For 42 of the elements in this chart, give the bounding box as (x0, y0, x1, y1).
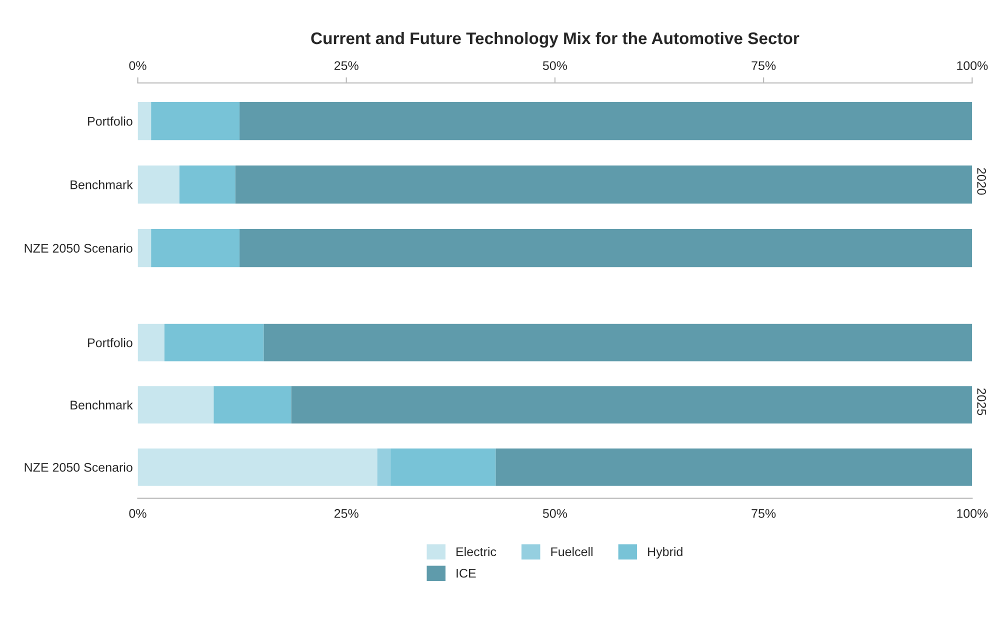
bar (138, 324, 164, 362)
x-tick-label: 100% (957, 509, 988, 518)
bar (179, 165, 236, 204)
legend-label: Hybrid (648, 547, 682, 559)
x-tick-label: 50% (542, 61, 568, 70)
bar (496, 448, 972, 486)
bar (214, 386, 292, 424)
x-tick-label: 25% (334, 509, 358, 518)
x-tick-label: 0% (129, 61, 146, 70)
bar (151, 102, 240, 140)
bar (138, 165, 180, 204)
bar (138, 386, 214, 424)
x-tick-label: 75% (752, 509, 776, 518)
y-tick-label: NZE 2050 Scenario (24, 244, 132, 253)
bar (164, 324, 264, 362)
y-tick-label: Portfolio (88, 338, 132, 348)
bar (377, 448, 391, 486)
legend-label: Electric (456, 547, 496, 556)
bar (240, 102, 972, 140)
bar (240, 228, 972, 268)
bar (138, 448, 378, 486)
x-tick-label: 0% (129, 509, 146, 518)
y-tick-label: NZE 2050 Scenario (24, 462, 132, 472)
x-tick-label: 50% (542, 509, 568, 518)
y-tick-label: Portfolio (88, 116, 132, 126)
text: 2025 (977, 388, 986, 416)
bar (235, 165, 972, 204)
legend-label: ICE (456, 568, 476, 578)
x-tick-label: 25% (334, 61, 358, 70)
bar (390, 448, 496, 486)
y-tick-label: Benchmark (70, 180, 133, 190)
y-tick-label: Benchmark (70, 400, 133, 410)
text: 2020 (977, 168, 986, 195)
x-tick-label: 100% (957, 61, 988, 70)
legend-label: Fuelcell (551, 547, 592, 556)
chart-title: Current and Future Technology Mix for the Automotive Sector (311, 32, 800, 48)
bar (151, 228, 240, 268)
bar (138, 102, 152, 140)
bar (138, 228, 152, 268)
bar (264, 324, 972, 362)
bar (291, 386, 972, 424)
x-tick-label: 75% (752, 61, 776, 70)
